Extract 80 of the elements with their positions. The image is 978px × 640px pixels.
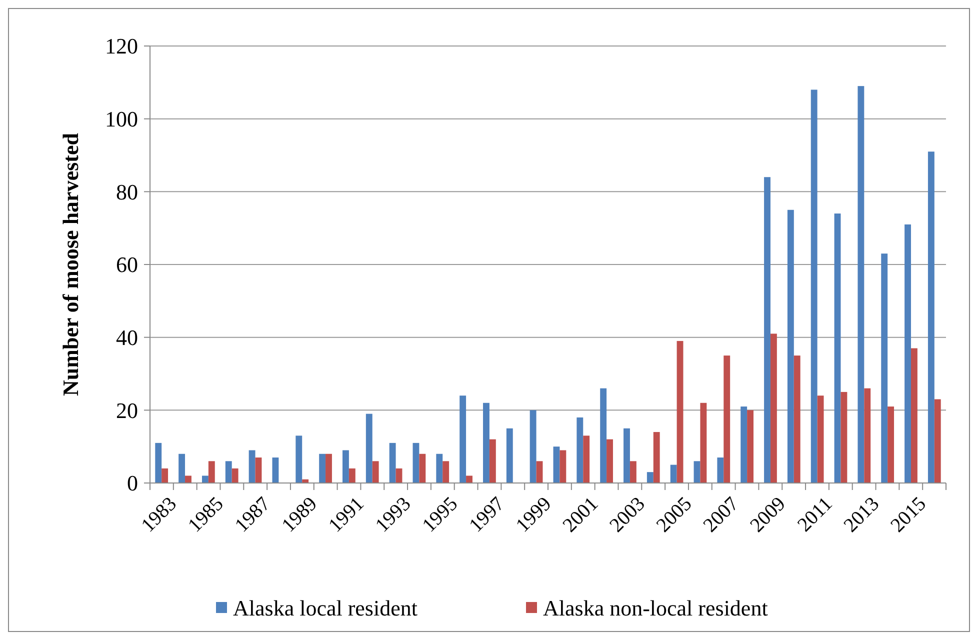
bar [178, 454, 186, 483]
bar [466, 476, 472, 483]
bar [817, 396, 824, 483]
bar [646, 472, 654, 483]
bar [208, 461, 215, 483]
bar [770, 334, 777, 483]
bar [653, 432, 660, 483]
bar [606, 439, 613, 483]
bar [700, 402, 707, 483]
bar [248, 450, 256, 483]
bar [747, 410, 754, 483]
bar [396, 468, 402, 483]
bar [630, 461, 636, 483]
bar [389, 442, 396, 483]
bar [326, 454, 332, 483]
bar [583, 436, 590, 483]
bar [372, 461, 379, 483]
bar [676, 340, 684, 483]
bar [840, 392, 848, 483]
legend-label: Alaska local resident [233, 596, 418, 621]
x-tick-label: 1991 [324, 492, 368, 537]
bar [910, 348, 918, 483]
legend-label: Alaska non-local resident [543, 596, 768, 621]
bar [670, 464, 677, 483]
bar [858, 86, 864, 483]
bar [560, 450, 566, 483]
bar [717, 458, 724, 483]
bar [155, 442, 162, 483]
bar [810, 90, 818, 483]
y-tick-label: 80 [116, 179, 138, 204]
bar [904, 224, 911, 483]
y-tick-label: 100 [105, 106, 138, 132]
bar [787, 210, 794, 483]
x-tick-label: 1989 [278, 492, 322, 537]
bar [600, 388, 607, 483]
bar [724, 356, 730, 483]
bar [694, 461, 700, 483]
bar [624, 428, 630, 483]
y-tick-label: 20 [116, 398, 138, 423]
bar [483, 402, 490, 483]
bar [348, 468, 356, 483]
bar [162, 468, 168, 483]
bar [419, 454, 426, 483]
y-axis-title: Number of moose harvested [58, 133, 83, 396]
bar [225, 461, 232, 483]
x-tick-label: 2011 [793, 492, 837, 536]
bar [576, 417, 584, 483]
bar [794, 356, 800, 483]
bar [185, 476, 192, 483]
bar [530, 410, 536, 483]
bar [536, 461, 543, 483]
bar [881, 254, 888, 483]
bar [442, 461, 450, 483]
bar [319, 454, 326, 483]
bar [553, 446, 560, 483]
bar [864, 388, 871, 483]
bar [342, 450, 349, 483]
bar [834, 214, 841, 483]
bar [934, 399, 941, 483]
bar [888, 406, 894, 483]
bar [202, 476, 208, 483]
bar [272, 458, 279, 483]
bar [928, 152, 934, 483]
y-tick-label: 0 [127, 470, 138, 496]
bar [740, 406, 748, 483]
y-tick-label: 60 [116, 252, 138, 278]
bar [506, 428, 513, 483]
bar [232, 468, 238, 483]
bar [296, 436, 302, 483]
bar [764, 177, 770, 483]
y-tick-label: 40 [116, 325, 138, 350]
x-tick-label: 1999 [512, 492, 556, 537]
bar [255, 458, 262, 483]
bar [366, 414, 372, 483]
x-tick-label: 2001 [558, 492, 603, 537]
bar [489, 439, 496, 483]
bar [436, 454, 443, 483]
bar [412, 442, 420, 483]
bar [460, 396, 466, 483]
y-tick-label: 120 [105, 34, 138, 59]
